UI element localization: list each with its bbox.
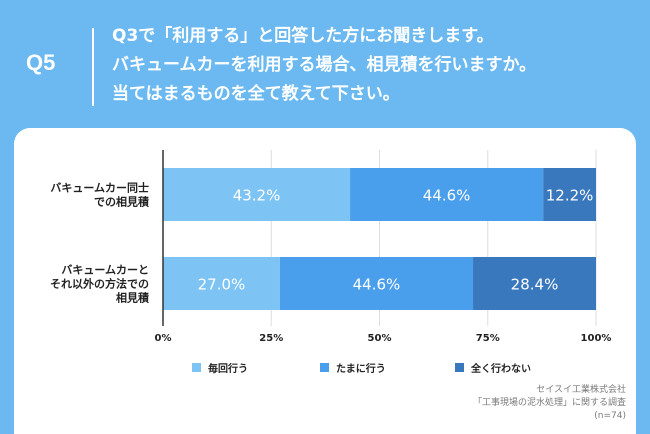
- legend-swatch: [320, 363, 329, 372]
- bar-segment: [543, 168, 596, 221]
- legend-label: 毎回行う: [208, 362, 248, 375]
- bar-segment: [473, 257, 596, 310]
- x-tick-label: 75%: [476, 333, 500, 344]
- data-label: 12.2%: [546, 187, 594, 205]
- question-line-3: 当てはまるものを全て教えて下さい。: [112, 84, 400, 104]
- data-label: 44.6%: [353, 276, 401, 294]
- header-divider: [92, 28, 94, 106]
- data-label: 28.4%: [511, 276, 559, 294]
- question-line-1: Q3で「利用する」と回答した方にお聞きします。: [112, 26, 494, 46]
- x-tick-label: 50%: [368, 333, 392, 344]
- question-line-2: バキュームカーを利用する場合、相見積を行いますか。: [112, 55, 537, 75]
- category-label: バキュームカー同士: [50, 181, 149, 195]
- magnifier-icon: [14, 405, 27, 419]
- bar-segment: [163, 257, 280, 310]
- brand-logo-text: リサピー: [31, 405, 87, 421]
- legend-label: たまに行う: [336, 362, 386, 375]
- question-number: Q5: [26, 50, 56, 75]
- category-label: 相見積: [116, 291, 150, 305]
- source-credit: セイスイ工業株式会社 「工事現場の泥水処理」に関する調査 (n=74): [473, 384, 626, 423]
- category-label: バキュームカーと: [61, 264, 149, 277]
- bar-segment: [279, 257, 474, 310]
- x-tick-label: 25%: [259, 333, 283, 344]
- data-label: 27.0%: [198, 276, 246, 294]
- data-label: 44.6%: [423, 187, 471, 205]
- category-label: での相見積: [94, 195, 150, 209]
- legend-swatch: [455, 363, 464, 372]
- data-label: 43.2%: [233, 187, 281, 205]
- x-tick-label: 0%: [155, 333, 172, 344]
- question-text: Q3で「利用する」と回答した方にお聞きします。 バキュームカーを利用する場合、相…: [112, 22, 536, 109]
- brand-logo: リサピー: [14, 402, 87, 422]
- credit-sample-size: (n=74): [594, 411, 626, 421]
- legend-label: 全く行わない: [470, 362, 531, 375]
- credit-survey: 「工事現場の泥水処理」に関する調査: [472, 398, 626, 408]
- bar-segment: [163, 168, 351, 221]
- credit-company: セイスイ工業株式会社: [536, 385, 626, 395]
- header: Q5 Q3で「利用する」と回答した方にお聞きします。 バキュームカーを利用する場…: [0, 0, 650, 120]
- legend-swatch: [192, 363, 201, 372]
- bar-segment: [350, 168, 544, 221]
- category-label: それ以外の方法での: [50, 277, 149, 291]
- x-tick-label: 100%: [581, 333, 612, 344]
